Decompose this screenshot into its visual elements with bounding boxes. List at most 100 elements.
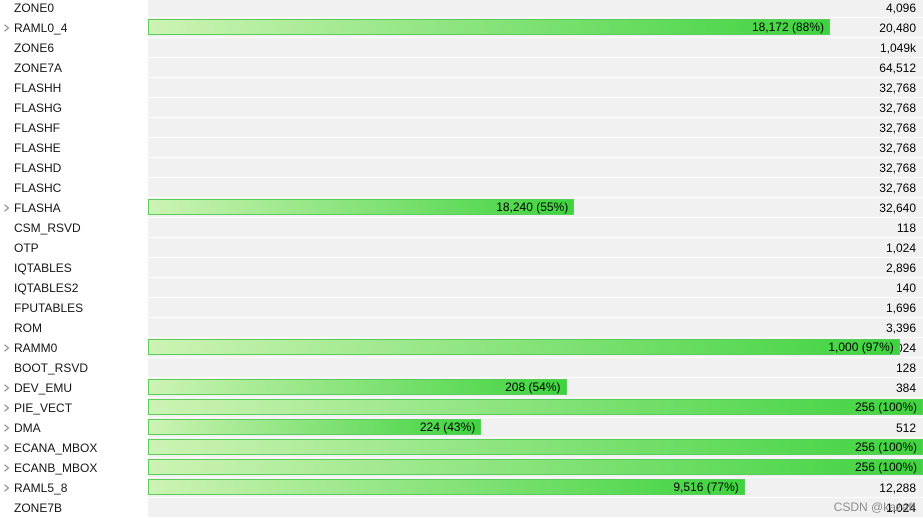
usage-track: 118 — [148, 218, 923, 238]
expand-chevron-icon[interactable] — [2, 404, 11, 413]
expand-chevron-icon[interactable] — [2, 444, 11, 453]
memory-region-row[interactable]: BOOT_RSVD 128 — [0, 358, 923, 378]
usage-track: 32,768 — [148, 98, 923, 118]
memory-region-row[interactable]: FPUTABLES 1,696 — [0, 298, 923, 318]
region-total-size: 1,024 — [885, 240, 916, 255]
chevron-right-icon — [4, 384, 10, 392]
region-name-cell[interactable]: ECANB_MBOX — [0, 458, 148, 478]
region-name-cell[interactable]: ZONE6 — [0, 38, 148, 58]
usage-track: 32,768 — [148, 78, 923, 98]
memory-region-row[interactable]: IQTABLES2 140 — [0, 278, 923, 298]
memory-region-row[interactable]: ZONE7B 1,024 — [0, 498, 923, 518]
region-name: OTP — [14, 241, 39, 255]
region-name-cell[interactable]: FLASHC — [0, 178, 148, 198]
region-name-cell[interactable]: RAMM0 — [0, 338, 148, 358]
memory-region-row[interactable]: RAML5_8 12,288 9,516 (77%) — [0, 478, 923, 498]
memory-region-row[interactable]: FLASHC 32,768 — [0, 178, 923, 198]
watermark: CSDN @kazaff — [833, 500, 915, 514]
region-name-cell[interactable]: RAML5_8 — [0, 478, 148, 498]
region-name-cell[interactable]: ZONE0 — [0, 0, 148, 18]
region-name-cell[interactable]: ZONE7B — [0, 498, 148, 518]
region-name-cell[interactable]: BOOT_RSVD — [0, 358, 148, 378]
region-total-size: 140 — [895, 280, 916, 295]
memory-region-row[interactable]: RAMM0 1,024 1,000 (97%) — [0, 338, 923, 358]
region-name-cell[interactable]: OTP — [0, 238, 148, 258]
usage-track: 2,896 — [148, 258, 923, 278]
usage-track: 32,768 — [148, 178, 923, 198]
usage-track: 128 — [148, 358, 923, 378]
region-name-cell[interactable]: ROM — [0, 318, 148, 338]
region-total-size: 512 — [895, 420, 916, 435]
region-total-size: 32,768 — [879, 140, 916, 155]
usage-track: 1,024 1,000 (97%) — [148, 338, 923, 358]
usage-track: 4,096 — [148, 0, 923, 18]
region-name-cell[interactable]: DMA — [0, 418, 148, 438]
expand-chevron-icon[interactable] — [2, 464, 11, 473]
region-name-cell[interactable]: RAML0_4 — [0, 18, 148, 38]
expand-chevron-icon[interactable] — [2, 384, 11, 393]
memory-region-row[interactable]: FLASHH 32,768 — [0, 78, 923, 98]
usage-track: 32,768 — [148, 138, 923, 158]
region-name-cell[interactable]: FLASHA — [0, 198, 148, 218]
memory-region-row[interactable]: DMA 512 224 (43%) — [0, 418, 923, 438]
memory-region-row[interactable]: ECANA_MBOX 256 256 (100%) — [0, 438, 923, 458]
region-name: FLASHD — [14, 161, 62, 175]
memory-region-row[interactable]: ROM 3,396 — [0, 318, 923, 338]
memory-region-row[interactable]: DEV_EMU 384 208 (54%) — [0, 378, 923, 398]
region-name-cell[interactable]: PIE_VECT — [0, 398, 148, 418]
region-name: ROM — [14, 321, 42, 335]
memory-region-row[interactable]: FLASHF 32,768 — [0, 118, 923, 138]
usage-label: 256 (100%) — [854, 400, 917, 414]
chevron-right-icon — [4, 404, 10, 412]
chevron-right-icon — [4, 24, 10, 32]
memory-region-row[interactable]: FLASHD 32,768 — [0, 158, 923, 178]
region-name-cell[interactable]: IQTABLES — [0, 258, 148, 278]
usage-label: 18,240 (55%) — [496, 200, 569, 214]
region-total-size: 32,768 — [879, 180, 916, 195]
memory-region-row[interactable]: IQTABLES 2,896 — [0, 258, 923, 278]
expand-chevron-icon[interactable] — [2, 204, 11, 213]
region-total-size: 1,024 — [885, 500, 916, 515]
expand-chevron-icon[interactable] — [2, 484, 11, 493]
memory-region-row[interactable]: FLASHE 32,768 — [0, 138, 923, 158]
memory-region-row[interactable]: RAML0_4 20,480 18,172 (88%) — [0, 18, 923, 38]
region-name-cell[interactable]: DEV_EMU — [0, 378, 148, 398]
region-total-size: 1,049k — [879, 40, 916, 55]
region-name-cell[interactable]: FLASHG — [0, 98, 148, 118]
expand-chevron-icon[interactable] — [2, 24, 11, 33]
region-name-cell[interactable]: FLASHF — [0, 118, 148, 138]
usage-track: 256 256 (100%) — [148, 398, 923, 418]
memory-region-row[interactable]: ZONE7A 64,512 — [0, 58, 923, 78]
region-name: FLASHA — [14, 201, 61, 215]
memory-region-row[interactable]: PIE_VECT 256 256 (100%) — [0, 398, 923, 418]
region-name-cell[interactable]: FPUTABLES — [0, 298, 148, 318]
region-name: FLASHC — [14, 181, 62, 195]
memory-region-row[interactable]: OTP 1,024 — [0, 238, 923, 258]
region-name-cell[interactable]: FLASHD — [0, 158, 148, 178]
usage-label: 1,000 (97%) — [828, 340, 894, 354]
memory-region-row[interactable]: ZONE6 1,049k — [0, 38, 923, 58]
region-name: DEV_EMU — [14, 381, 73, 395]
region-name: ECANB_MBOX — [14, 461, 98, 475]
usage-track: 20,480 18,172 (88%) — [148, 18, 923, 38]
region-name-cell[interactable]: CSM_RSVD — [0, 218, 148, 238]
usage-bar: 256 (100%) — [148, 399, 923, 415]
expand-chevron-icon[interactable] — [2, 424, 11, 433]
expand-chevron-icon[interactable] — [2, 344, 11, 353]
region-name-cell[interactable]: ZONE7A — [0, 58, 148, 78]
region-total-size: 3,396 — [885, 320, 916, 335]
region-name-cell[interactable]: ECANA_MBOX — [0, 438, 148, 458]
memory-region-row[interactable]: ECANB_MBOX 256 256 (100%) — [0, 458, 923, 478]
region-name-cell[interactable]: IQTABLES2 — [0, 278, 148, 298]
region-name-cell[interactable]: FLASHH — [0, 78, 148, 98]
usage-label: 208 (54%) — [505, 380, 561, 394]
memory-region-row[interactable]: ZONE0 4,096 — [0, 0, 923, 18]
memory-region-row[interactable]: CSM_RSVD 118 — [0, 218, 923, 238]
memory-region-row[interactable]: FLASHG 32,768 — [0, 98, 923, 118]
region-total-size: 32,768 — [879, 80, 916, 95]
region-name-cell[interactable]: FLASHE — [0, 138, 148, 158]
region-name: FLASHH — [14, 81, 62, 95]
chevron-right-icon — [4, 444, 10, 452]
memory-region-row[interactable]: FLASHA 32,640 18,240 (55%) — [0, 198, 923, 218]
